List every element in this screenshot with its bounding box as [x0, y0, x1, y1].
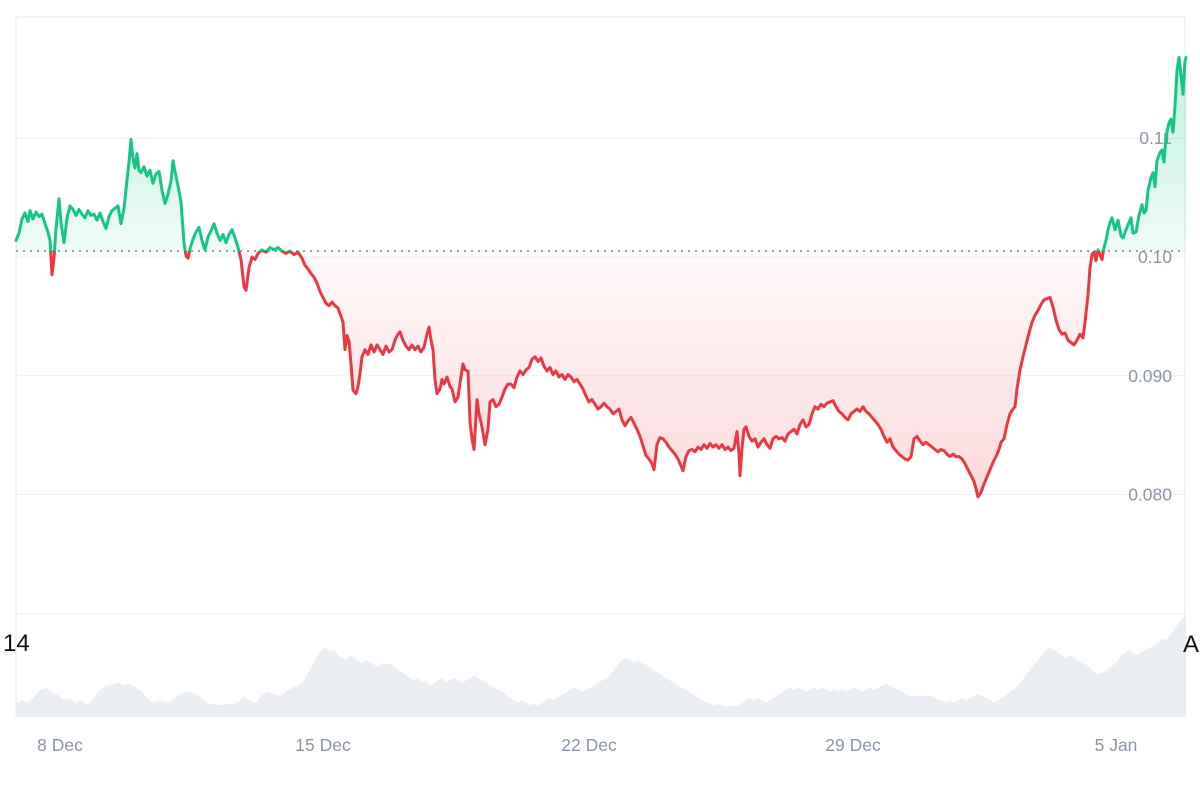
- y-axis-label: 0.10: [1138, 247, 1172, 267]
- volume-area: [16, 616, 1186, 717]
- x-axis-label: 5 Jan: [1095, 735, 1138, 755]
- y-axis-label: 0.080: [1128, 485, 1172, 505]
- x-axis-label: 29 Dec: [825, 735, 881, 755]
- plot-border: [15, 16, 1186, 717]
- x-axis-label: 15 Dec: [295, 735, 351, 755]
- y-axis-label: 0.11: [1139, 128, 1172, 148]
- y-axis-label: 0.090: [1128, 366, 1172, 386]
- price-line-up: [14, 55, 1188, 251]
- price-line-down: [49, 251, 1105, 499]
- stray-text-left: 14: [3, 630, 30, 657]
- x-axis-label: 22 Dec: [561, 735, 617, 755]
- stray-text-right: A: [1183, 631, 1200, 658]
- price-area-up: [16, 57, 1186, 251]
- price-area-down: [16, 251, 1186, 497]
- x-axis-label: 8 Dec: [37, 735, 83, 755]
